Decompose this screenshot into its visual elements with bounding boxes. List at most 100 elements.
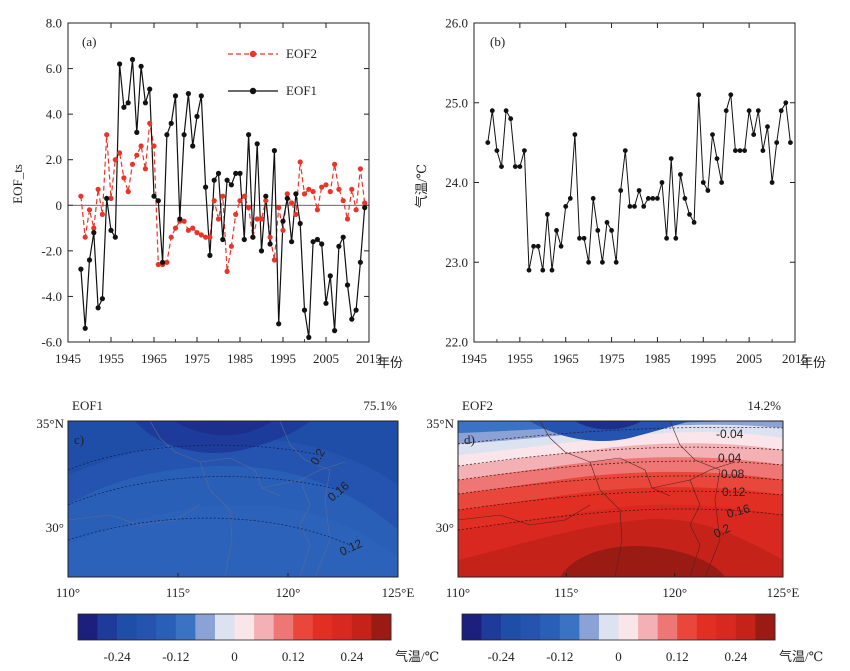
eof1-point (319, 241, 325, 247)
eof2-point (301, 191, 308, 197)
colorbar-swatch (735, 614, 756, 640)
x-tick-label: 1995 (270, 351, 296, 366)
temperature-point (742, 148, 747, 154)
colorbar-swatch (716, 614, 737, 640)
panel-b-ticks: 1945 1955 1965 1975 1985 1995 2005 2015 22.0 23.0… (445, 16, 808, 367)
eof2-point (138, 143, 144, 149)
temperature-point (558, 243, 564, 249)
eof2-point (246, 205, 252, 211)
eof1-point (276, 321, 282, 327)
eof1-point (164, 132, 170, 138)
colorbar-swatch (371, 614, 392, 640)
temperature-point (778, 108, 784, 114)
eof2-point (86, 207, 93, 213)
colorbar-swatch (312, 614, 333, 640)
y-axis-label: EOF_ts (10, 164, 25, 204)
temperature-point (535, 243, 541, 249)
temperature-point (705, 188, 711, 193)
eof2-point (194, 230, 200, 236)
eof2-point (82, 234, 88, 240)
temperature-point (710, 132, 715, 138)
x-tick-label: 2005 (313, 351, 339, 366)
colorbar-swatch (579, 614, 600, 640)
eof1-point (267, 241, 273, 247)
map-d-title: EOF2 (462, 398, 493, 413)
eof1-point (203, 184, 209, 190)
temperature-point (714, 156, 720, 162)
colorbar-swatch (657, 614, 678, 640)
colorbar-unit: 气温/℃ (779, 649, 823, 664)
eof1-point (99, 296, 105, 302)
eof1-point (121, 104, 127, 110)
eof2-point (267, 234, 273, 240)
temperature-point (751, 132, 757, 138)
temperature-point (650, 196, 656, 201)
y-tick-label: 25.0 (445, 95, 468, 110)
colorbar-frame (461, 613, 776, 641)
eof2-point (310, 189, 316, 195)
map-d-xticks: 110° 115° 120° 125°E (446, 573, 799, 600)
map-d-variance: 14.2% (747, 398, 781, 413)
eof2-point (164, 259, 170, 265)
eof1-point (250, 234, 256, 240)
eof1-point (104, 195, 110, 201)
map-x-tick-label: 110° (56, 585, 80, 600)
contour-label: 0.2 (711, 521, 732, 541)
eof2-point (336, 186, 342, 192)
eof2-point (117, 150, 123, 156)
map-x-tick-label: 115° (166, 585, 190, 600)
colorbar-swatch (254, 614, 274, 640)
eof1-point (190, 143, 196, 149)
temperature-point (494, 148, 500, 154)
y-tick-label: 8.0 (46, 16, 62, 31)
contour-label: -0.04 (716, 427, 744, 441)
map-c-frame (67, 420, 399, 578)
y-tick-label: 6.0 (46, 61, 62, 76)
map-c-borders (68, 421, 346, 577)
eof2-point (181, 218, 187, 224)
temperature-point (728, 92, 734, 98)
y-tick-label: 26.0 (445, 16, 468, 31)
eof2-point (323, 182, 329, 188)
map-d-ytick: 35°N (426, 416, 454, 431)
map-x-tick-label: 120° (276, 585, 301, 600)
eof2-point (241, 193, 247, 199)
colorbar-swatch (559, 614, 580, 640)
eof1-point (224, 177, 230, 183)
colorbar-swatch (696, 614, 717, 640)
colorbar-swatch (293, 614, 314, 640)
eof1-point (142, 100, 148, 106)
colorbar-swatch (97, 614, 118, 640)
eof1-point (112, 234, 118, 240)
eof1-point (336, 243, 342, 249)
eof1-point (293, 191, 299, 197)
colorbar-frame (77, 613, 392, 641)
temperature-point (691, 220, 697, 225)
temperature-point (687, 212, 692, 217)
series-eof2-points (78, 120, 368, 274)
series-temperature-line (487, 94, 791, 271)
eof2-point (306, 186, 312, 192)
temperature-point (600, 259, 605, 265)
eof1-point (314, 236, 320, 243)
x-tick-label: 1965 (553, 351, 579, 366)
temperature-point (733, 148, 738, 154)
eof1-point (284, 195, 290, 201)
colorbar-swatch (175, 614, 196, 640)
eof1-point (280, 218, 286, 224)
series-eof1-points (78, 56, 368, 340)
temperature-point (627, 204, 633, 209)
temperature-point (659, 180, 665, 185)
map-x-tick-label: 115° (554, 585, 578, 600)
temperature-point (581, 235, 587, 241)
eof2-point (151, 143, 157, 149)
eof1-point (95, 305, 101, 311)
eof2-point (220, 193, 226, 199)
map-d-contours (458, 426, 783, 531)
temperature-point (586, 259, 591, 265)
eof2-point (280, 227, 286, 233)
temperature-point (545, 212, 550, 217)
temperature-point (760, 148, 766, 154)
eof2-point (78, 193, 84, 199)
